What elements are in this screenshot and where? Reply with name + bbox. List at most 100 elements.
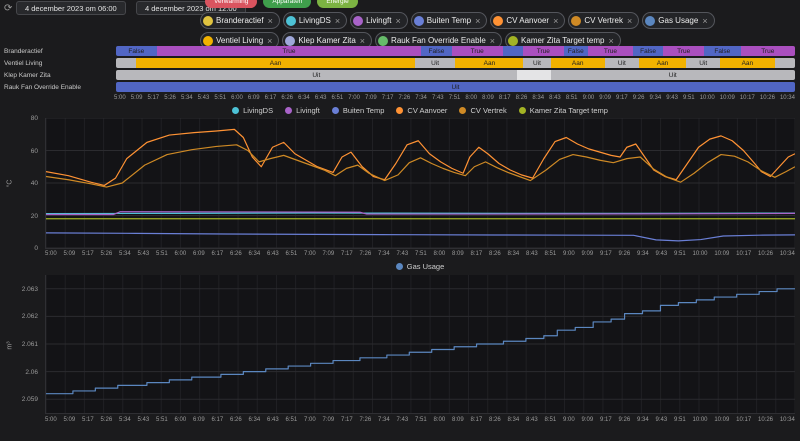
legend-dot-icon — [396, 107, 403, 114]
timeline-segment: Aan — [455, 58, 523, 68]
time-tick-label: 5:00 — [45, 251, 57, 257]
legend-dot-icon — [332, 107, 339, 114]
time-tick-label: 9:43 — [656, 251, 668, 257]
chip-close-icon[interactable]: × — [335, 16, 340, 26]
time-tick-label: 6:34 — [249, 417, 261, 423]
timeline-segment: True — [741, 46, 795, 56]
chip-close-icon[interactable]: × — [267, 36, 272, 46]
y-tick-label: 40 — [31, 180, 38, 187]
start-date-button[interactable]: 4 december 2023 om 06:00 — [16, 1, 126, 15]
time-tick-label: 6:34 — [298, 95, 310, 101]
y-tick-label: 2.061 — [22, 341, 38, 348]
y-tick-label: 20 — [31, 213, 38, 220]
time-tick-label: 6:51 — [286, 417, 298, 423]
chip-close-icon[interactable]: × — [360, 36, 365, 46]
time-tick-label: 7:51 — [449, 95, 461, 101]
time-tick-label: 7:43 — [397, 251, 409, 257]
time-tick-label: 6:51 — [286, 251, 298, 257]
time-tick-label: 9:09 — [582, 251, 594, 257]
time-tick-label: 5:09 — [64, 251, 76, 257]
entity-dot-icon — [414, 16, 424, 26]
refresh-icon[interactable]: ⟳ — [4, 3, 12, 14]
entity-chip-label: CV Vertrek — [584, 16, 623, 25]
chip-close-icon[interactable]: × — [490, 36, 495, 46]
chip-close-icon[interactable]: × — [627, 16, 632, 26]
chip-close-icon[interactable]: × — [702, 16, 707, 26]
time-tick-label: 9:34 — [637, 251, 649, 257]
time-tick-label: 10:17 — [736, 251, 751, 257]
time-tick-label: 8:26 — [516, 95, 528, 101]
timeline-segment: Aan — [551, 58, 605, 68]
legend-label: CV Aanvoer — [407, 106, 447, 115]
time-tick-label: 10:00 — [693, 417, 708, 423]
time-tick-label: 9:43 — [666, 95, 678, 101]
time-tick-label: 8:00 — [434, 251, 446, 257]
time-tick-label: 5:26 — [164, 95, 176, 101]
timeline-segment — [517, 70, 551, 80]
time-tick-label: 6:00 — [175, 251, 187, 257]
time-tick-label: 6:17 — [212, 417, 224, 423]
entity-chip[interactable]: Buiten Temp× — [411, 12, 488, 29]
time-tick-label: 7:51 — [415, 251, 427, 257]
time-tick-label: 10:17 — [740, 95, 755, 101]
timeline-segment: Uit — [415, 58, 456, 68]
time-tick-label: 7:26 — [360, 417, 372, 423]
legend-item: LivingDS — [232, 106, 273, 115]
y-tick-label: 60 — [31, 148, 38, 155]
entity-chip[interactable]: LivingDS× — [283, 12, 347, 29]
temp-chart-legend: LivingDS Livingft Buiten Temp CV Aanvoer CV … — [45, 106, 795, 115]
time-tick-label: 8:43 — [526, 417, 538, 423]
time-tick-label: 5:51 — [156, 417, 168, 423]
entity-dot-icon — [645, 16, 655, 26]
y-tick-label: 2.063 — [22, 286, 38, 293]
gas-chart-plot — [45, 275, 795, 414]
time-tick-label: 8:09 — [482, 95, 494, 101]
time-tick-label: 7:17 — [382, 95, 394, 101]
chip-close-icon[interactable]: × — [608, 36, 613, 46]
entity-dot-icon — [353, 16, 363, 26]
chip-close-icon[interactable]: × — [268, 16, 273, 26]
gas-chart-ylabel: m³ — [7, 341, 14, 349]
time-tick-label: 8:34 — [532, 95, 544, 101]
temp-chart-ylabel: °C — [6, 180, 13, 188]
y-tick-label: 2.06 — [25, 369, 38, 376]
time-tick-label: 10:17 — [736, 417, 751, 423]
time-tick-label: 6:43 — [315, 95, 327, 101]
entity-chip-label: Ventiel Living — [216, 36, 263, 45]
time-tick-label: 7:26 — [398, 95, 410, 101]
time-tick-label: 10:34 — [780, 417, 795, 423]
legend-label: LivingDS — [243, 106, 273, 115]
chip-close-icon[interactable]: × — [396, 16, 401, 26]
time-tick-label: 5:34 — [119, 251, 131, 257]
time-tick-label: 10:09 — [714, 251, 729, 257]
entity-chip[interactable]: CV Vertrek × — [568, 12, 639, 29]
entity-dot-icon — [378, 36, 388, 46]
time-tick-label: 7:17 — [341, 417, 353, 423]
legend-dot-icon — [232, 107, 239, 114]
entity-chip[interactable]: Branderactief× — [200, 12, 280, 29]
entity-chip[interactable]: CV Aanvoer× — [490, 12, 565, 29]
chip-close-icon[interactable]: × — [553, 16, 558, 26]
quick-filter-pill[interactable]: Verwarming — [205, 0, 257, 8]
legend-item: CV Vertrek — [459, 106, 506, 115]
timeline-row: BranderactiefFalseTrueFalseTrueTrueFalse… — [0, 46, 795, 56]
quick-filter-pill[interactable]: Energie — [317, 0, 357, 8]
entity-chip[interactable]: Livingft× — [350, 12, 408, 29]
legend-item: Livingft — [285, 106, 320, 115]
timeline-segment: Uit — [116, 82, 795, 92]
time-tick-label: 9:17 — [616, 95, 628, 101]
time-tick-label: 5:43 — [138, 251, 150, 257]
time-tick-label: 8:43 — [549, 95, 561, 101]
timeline-bar: AanUitAanUitAanUitAanUitAan — [116, 58, 795, 68]
entity-chip[interactable]: Gas Usage× — [642, 12, 714, 29]
legend-item: Buiten Temp — [332, 106, 385, 115]
timeline-section: BranderactiefFalseTrueFalseTrueTrueFalse… — [0, 46, 795, 94]
time-tick-label: 7:51 — [415, 417, 427, 423]
timeline-time-axis: 5:005:095:175:265:345:435:516:006:096:17… — [114, 95, 795, 101]
timeline-bar: Uit — [116, 82, 795, 92]
quick-filter-pill[interactable]: Apparaten — [263, 0, 311, 8]
legend-dot-icon — [459, 107, 466, 114]
entity-dot-icon — [285, 36, 295, 46]
chip-close-icon[interactable]: × — [475, 16, 480, 26]
timeline-segment: Uit — [605, 58, 639, 68]
